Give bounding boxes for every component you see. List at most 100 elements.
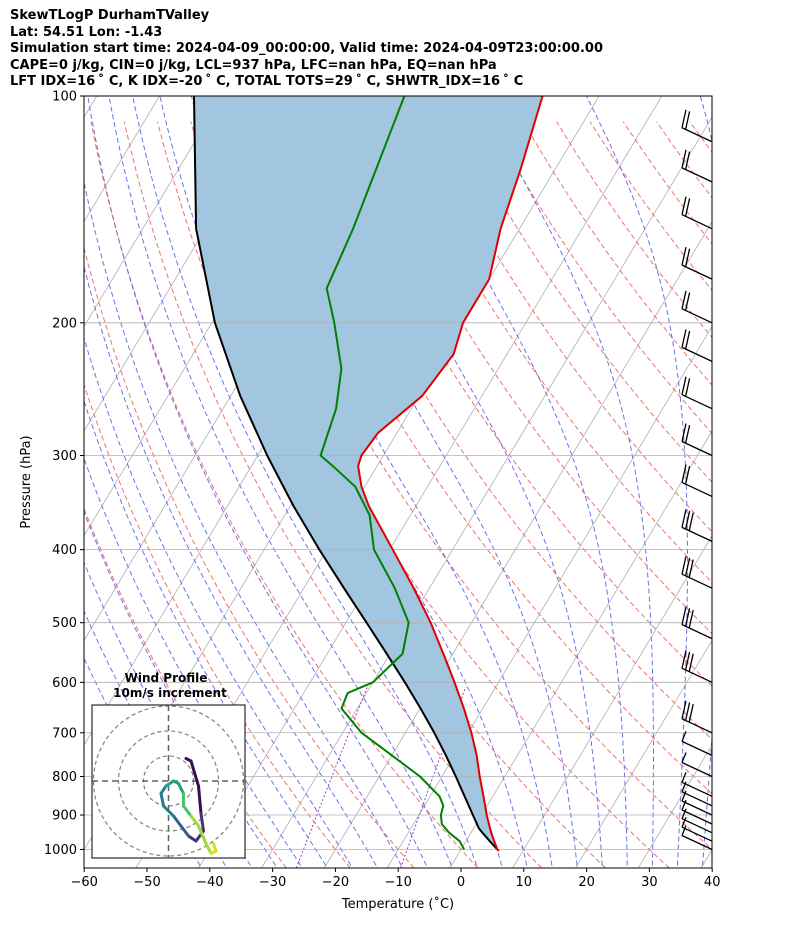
x-tick-label: −30 — [259, 875, 286, 890]
x-tick-label: −60 — [70, 875, 97, 890]
hodograph-trace-segment — [189, 814, 200, 828]
y-tick-label: 300 — [52, 449, 77, 464]
x-tick-label: 20 — [578, 875, 595, 890]
wind-barb-flag — [681, 109, 687, 128]
dry-adiabat-line — [323, 121, 712, 687]
wind-barb-flag — [681, 731, 687, 742]
wind-barb-staff — [681, 214, 713, 230]
hodograph-trace-segment — [187, 834, 198, 843]
dry-adiabat-line — [656, 121, 712, 199]
x-tick-label: −50 — [133, 875, 160, 890]
wind-barb — [681, 731, 713, 756]
wind-barb-flag — [684, 378, 691, 397]
wind-barb — [681, 109, 713, 143]
dry-adiabat-line — [90, 121, 479, 868]
x-tick-label: −10 — [384, 875, 411, 890]
wind-barb-staff — [681, 791, 713, 807]
dry-adiabat-line — [456, 121, 712, 483]
y-tick-label: 700 — [52, 726, 77, 741]
wind-barb-flag — [684, 651, 691, 671]
wind-barb-flag — [681, 509, 687, 528]
moist-adiabat-line — [394, 96, 628, 866]
wind-barb — [681, 290, 713, 324]
wind-barb — [681, 825, 713, 851]
y-tick-label: 400 — [52, 543, 77, 558]
moist-adiabat-line — [479, 96, 654, 866]
chart-title: SkewTLogP DurhamTValley — [10, 8, 210, 23]
moist-adiabat-line — [84, 179, 402, 866]
dry-adiabat-line — [389, 121, 712, 584]
wind-barb-flag — [684, 330, 691, 350]
simulation-time-text: Simulation start time: 2024-04-09_00:00:… — [10, 41, 603, 56]
wind-barb-flag — [684, 425, 691, 444]
moist-adiabat-line — [699, 96, 712, 866]
hodograph-trace-segment — [177, 782, 185, 795]
dry-adiabat-line — [256, 121, 712, 795]
hodograph-trace-segment — [204, 842, 213, 855]
location-text: Lat: 54.51 Lon: -1.43 — [10, 24, 163, 40]
wind-barb-flag — [681, 816, 687, 828]
wind-barb-staff — [681, 573, 713, 589]
wind-barb — [681, 509, 713, 542]
wind-barb — [681, 464, 713, 498]
moist-adiabat-line — [87, 96, 427, 866]
wind-barb-flag — [681, 752, 687, 763]
wind-barb-flag — [688, 512, 694, 531]
wind-barb-flag — [684, 702, 691, 721]
wind-barb — [681, 808, 713, 834]
dry-adiabat-line — [756, 122, 794, 868]
x-tick-label: 0 — [457, 875, 465, 890]
y-axis-label: Pressure (hPa) — [19, 435, 34, 528]
wind-barb-flag — [681, 772, 687, 783]
wind-barb-flag — [684, 557, 691, 577]
hodograph-title: Wind Profile — [125, 671, 208, 685]
moist-adiabat-line — [84, 656, 201, 866]
wind-barb-staff — [681, 740, 713, 756]
x-tick-label: 10 — [516, 875, 533, 890]
hodograph-trace-segment — [197, 784, 203, 815]
dry-adiabat-line — [723, 122, 794, 868]
wind-barb — [681, 329, 713, 362]
dry-adiabat-line — [522, 121, 712, 386]
wind-barb-staff — [681, 761, 713, 778]
hodograph-trace-segment — [159, 792, 165, 808]
y-tick-label: 1000 — [44, 843, 77, 858]
wind-barb-flag — [684, 248, 691, 267]
wind-barb-flag — [684, 151, 691, 170]
wind-barb-staff — [681, 264, 713, 280]
y-tick-label: 200 — [52, 316, 77, 331]
dewpoint-profile-line — [319, 96, 465, 850]
hodograph-trace-segment — [179, 824, 190, 838]
wind-barb — [681, 799, 713, 825]
wind-barb-flag — [681, 606, 687, 625]
wind-barb-flag — [681, 464, 687, 483]
wind-barb-staff — [681, 834, 713, 851]
wind-barb-flag — [681, 196, 687, 215]
wind-barb — [681, 196, 713, 230]
isotherm-line — [512, 535, 712, 868]
wind-barb-flag — [684, 608, 691, 627]
wind-barb-staff — [681, 440, 713, 457]
hodograph-trace-segment — [164, 779, 175, 788]
wind-barb-flag — [684, 466, 691, 485]
wind-barb-staff — [681, 127, 713, 143]
hodograph-subtitle: 10m/s increment — [113, 686, 227, 700]
wind-barb-flag — [684, 510, 691, 530]
x-tick-label: −40 — [196, 875, 223, 890]
y-tick-label: 800 — [52, 770, 77, 785]
y-tick-label: 100 — [52, 90, 77, 105]
parcel-profile-line — [193, 96, 499, 851]
moist-adiabat-line — [585, 96, 688, 866]
wind-barbs — [681, 109, 713, 851]
isotherm-line — [575, 639, 712, 868]
wind-barb — [681, 376, 713, 410]
wind-barb-staff — [681, 526, 713, 542]
x-axis-label: Temperature (˚C) — [341, 896, 454, 912]
y-tick-label: 900 — [52, 809, 77, 824]
wind-barb-flag — [681, 376, 687, 395]
dry-adiabat-line — [290, 121, 712, 741]
wind-barb-staff — [681, 308, 713, 324]
wind-barb-flag — [688, 609, 694, 629]
wind-barb — [681, 556, 713, 589]
